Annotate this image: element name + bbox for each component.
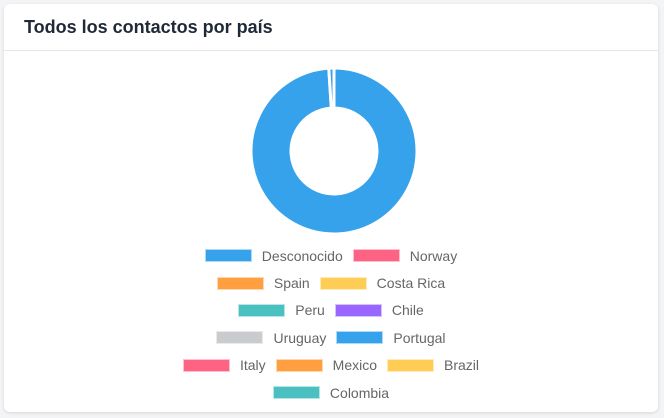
legend-label: Norway (409, 247, 458, 264)
legend-label: Colombia (329, 384, 390, 401)
legend-row: Spain Costa Rica (4, 269, 658, 296)
legend-color-swatch (204, 249, 252, 263)
legend-item-colombia[interactable]: Colombia (272, 384, 390, 401)
legend-color-swatch (216, 276, 264, 290)
legend-label: Spain (273, 275, 310, 292)
card-title: Todos los contactos por país (24, 16, 273, 37)
legend-label: Italy (239, 357, 266, 374)
legend-color-swatch (387, 358, 435, 372)
legend-item-chile[interactable]: Chile (334, 302, 424, 319)
legend-item-portugal[interactable]: Portugal (336, 329, 446, 346)
card-header: Todos los contactos por país (4, 4, 658, 51)
legend-item-desconocido[interactable]: Desconocido (204, 247, 343, 264)
legend-row: Colombia (4, 379, 658, 406)
legend-row: Peru Chile (4, 297, 658, 324)
legend-label: Desconocido (261, 247, 343, 264)
legend-item-costa-rica[interactable]: Costa Rica (319, 275, 446, 292)
legend-color-swatch (182, 358, 230, 372)
legend-item-norway[interactable]: Norway (352, 247, 458, 264)
legend-label: Brazil (444, 357, 480, 374)
legend-color-swatch (216, 331, 264, 345)
legend-label: Uruguay (273, 329, 327, 346)
legend-row: Italy Mexico Brazil (4, 352, 658, 379)
legend-label: Portugal (393, 329, 446, 346)
legend-item-peru[interactable]: Peru (238, 302, 325, 318)
legend-label: Mexico (332, 357, 378, 374)
donut-slice-desconocido[interactable] (249, 66, 419, 236)
legend-label: Costa Rica (376, 275, 446, 292)
legend-color-swatch (238, 303, 286, 317)
chart-legend: Desconocido Norway Spain Costa Rica Peru Chil… (4, 242, 658, 406)
legend-item-mexico[interactable]: Mexico (275, 357, 378, 374)
legend-item-brazil[interactable]: Brazil (387, 357, 479, 373)
legend-label: Peru (295, 302, 325, 319)
legend-row: Desconocido Norway (4, 242, 658, 269)
legend-color-swatch (334, 303, 382, 317)
legend-item-spain[interactable]: Spain (216, 275, 310, 292)
legend-item-italy[interactable]: Italy (182, 357, 266, 374)
donut-slice-portugal[interactable] (327, 66, 336, 110)
contacts-by-country-card: Todos los contactos por país Desconocido… (4, 4, 658, 412)
legend-color-swatch (272, 386, 320, 400)
legend-item-uruguay[interactable]: Uruguay (216, 330, 326, 346)
legend-color-swatch (319, 276, 367, 290)
legend-color-swatch (352, 249, 400, 263)
legend-color-swatch (336, 331, 384, 345)
legend-row: Uruguay Portugal (4, 324, 658, 351)
legend-color-swatch (275, 358, 323, 372)
donut-chart (249, 66, 419, 236)
legend-label: Chile (391, 302, 424, 319)
